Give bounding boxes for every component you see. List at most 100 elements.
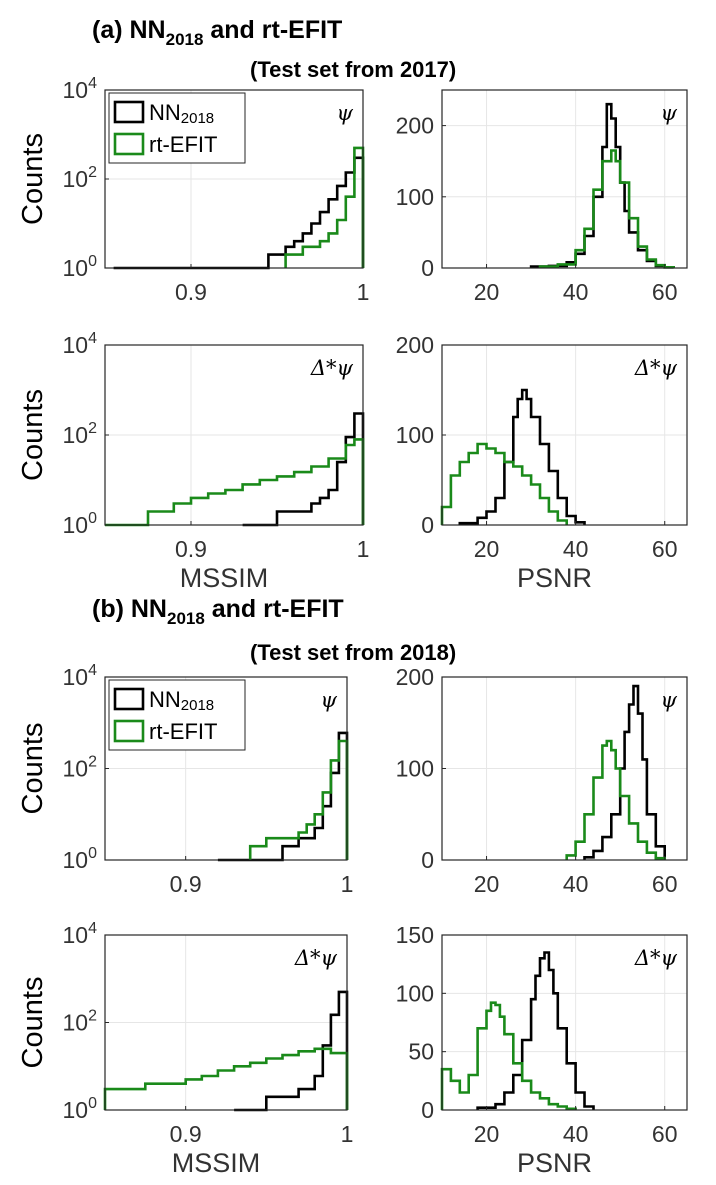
- legend-label-rt-efit: rt-EFIT: [149, 719, 217, 744]
- x-tick-label: 0.9: [170, 1121, 202, 1147]
- panel-annotation: Δ*ψ: [634, 946, 678, 970]
- series-rt-efit-line: [248, 739, 349, 860]
- x-tick-label: 60: [652, 1121, 678, 1147]
- x-tick-label: 40: [563, 871, 589, 897]
- plot-frame: [441, 934, 688, 1111]
- y-tick-label: 102: [63, 1008, 98, 1036]
- series-rt-efit-line: [538, 149, 675, 269]
- panel-annotation: Δ*ψ: [634, 356, 678, 380]
- x-axis-label: PSNR: [517, 1148, 592, 1178]
- plot-a-psnr-psi: 20 40 60 0 100 200 ψ: [396, 89, 688, 305]
- y-axis-label: Counts: [17, 389, 49, 481]
- y-tick-label: 102: [63, 754, 98, 782]
- y-tick-label: 200: [396, 332, 434, 358]
- panel-annotation: ψ: [661, 101, 678, 125]
- x-tick-label: 20: [474, 279, 500, 305]
- series-nn2018-line: [113, 156, 365, 270]
- series-rt-efit-line: [284, 146, 365, 268]
- panel-a-title: (a) NN2018 and rt-EFIT: [92, 16, 342, 49]
- legend-label-nn2018: NN2018: [149, 687, 214, 714]
- y-tick-label: 150: [396, 922, 434, 948]
- x-tick-label: 1: [341, 871, 354, 897]
- legend: NN2018 rt-EFIT: [108, 679, 246, 751]
- y-tick-label: 50: [408, 1039, 434, 1065]
- y-axis-label: Counts: [17, 133, 49, 225]
- series-nn2018-line: [476, 951, 595, 1110]
- series-rt-efit-line: [440, 1001, 577, 1111]
- y-tick-label: 0: [421, 847, 434, 873]
- legend-label-nn2018: NN2018: [149, 100, 214, 127]
- legend-swatch-nn2018: [113, 100, 145, 124]
- y-tick-label: 200: [396, 664, 434, 690]
- legend-box: [108, 679, 246, 751]
- x-tick-label: 1: [341, 1121, 354, 1147]
- y-tick-label: 100: [63, 510, 98, 538]
- x-tick-label: 40: [563, 279, 589, 305]
- legend: NN2018 rt-EFIT: [108, 92, 246, 164]
- panel-annotation: ψ: [661, 688, 678, 712]
- y-tick-label: 100: [63, 253, 98, 281]
- plot-b-psnr-psi: 20 40 60 0 100 200 ψ: [396, 664, 688, 897]
- plot-a-mssim-psi: 0.9 1 100 102 104 Counts ψ NN2018 rt-EFIT: [17, 75, 369, 305]
- y-tick-label: 104: [63, 920, 98, 948]
- plot-b-mssim-psi: 0.9 1 100 102 104 Counts ψ NN2018 rt-EFIT: [17, 662, 353, 897]
- legend-swatch-rt-efit: [113, 132, 145, 156]
- panel-b-subtitle: (Test set from 2018): [250, 640, 456, 665]
- x-tick-label: 60: [652, 279, 678, 305]
- x-tick-label: 60: [652, 536, 678, 562]
- panel-annotation: Δ*ψ: [294, 946, 338, 970]
- y-tick-label: 102: [63, 164, 98, 192]
- y-axis-label: Counts: [17, 977, 49, 1069]
- panel-b-title: (b) NN2018 and rt-EFIT: [92, 595, 344, 628]
- plot-a-psnr-dpsi: 20 40 60 0 100 200 PSNR Δ*ψ: [396, 332, 688, 593]
- y-tick-label: 100: [396, 980, 434, 1006]
- legend-label-rt-efit: rt-EFIT: [149, 132, 217, 157]
- x-tick-label: 40: [563, 536, 589, 562]
- series-nn2018-line: [242, 412, 365, 527]
- series-rt-efit-line: [105, 438, 365, 527]
- x-tick-label: 0.9: [175, 279, 207, 305]
- panel-a-subtitle: (Test set from 2017): [250, 57, 456, 82]
- x-tick-label: 20: [474, 871, 500, 897]
- x-tick-label: 20: [474, 1121, 500, 1147]
- panel-annotation: ψ: [337, 101, 354, 125]
- panel-annotation: ψ: [321, 688, 338, 712]
- series-nn2018-line: [583, 684, 666, 860]
- y-tick-label: 100: [63, 1095, 98, 1123]
- legend-swatch-rt-efit: [113, 719, 145, 743]
- y-tick-label: 100: [396, 756, 434, 782]
- x-tick-label: 20: [474, 536, 500, 562]
- x-tick-label: 0.9: [170, 871, 202, 897]
- series-nn2018-line: [234, 990, 349, 1112]
- y-tick-label: 0: [421, 255, 434, 281]
- y-tick-label: 104: [63, 330, 98, 358]
- y-axis-label: Counts: [17, 723, 49, 815]
- series-rt-efit-line: [440, 442, 568, 525]
- x-axis-label: MSSIM: [172, 1148, 261, 1178]
- y-tick-label: 104: [63, 75, 98, 103]
- y-tick-label: 104: [63, 662, 98, 690]
- y-tick-label: 100: [396, 422, 434, 448]
- y-tick-label: 100: [396, 184, 434, 210]
- plot-b-psnr-dpsi: 20 40 60 0 50 100 150 PSNR Δ*ψ: [396, 922, 688, 1178]
- y-tick-label: 0: [421, 512, 434, 538]
- y-tick-label: 200: [396, 113, 434, 139]
- series-rt-efit-line: [565, 739, 666, 860]
- x-tick-label: 0.9: [175, 536, 207, 562]
- x-axis-label: PSNR: [517, 563, 592, 593]
- series-nn2018-line: [529, 102, 675, 269]
- x-tick-label: 60: [652, 871, 678, 897]
- panel-annotation: Δ*ψ: [310, 356, 354, 380]
- x-tick-label: 1: [357, 279, 370, 305]
- x-axis-label: MSSIM: [180, 563, 269, 593]
- plot-a-mssim-dpsi: 0.9 1 100 102 104 Counts MSSIM Δ*ψ: [17, 330, 369, 593]
- plot-frame: [441, 89, 688, 269]
- legend-box: [108, 92, 246, 164]
- x-tick-label: 40: [563, 1121, 589, 1147]
- y-tick-label: 100: [63, 845, 98, 873]
- plot-b-mssim-dpsi: 0.9 1 100 102 104 Counts MSSIM Δ*ψ: [17, 920, 353, 1178]
- series-nn2018-line: [458, 388, 586, 525]
- x-tick-label: 1: [357, 536, 370, 562]
- series-rt-efit-line: [103, 1047, 349, 1110]
